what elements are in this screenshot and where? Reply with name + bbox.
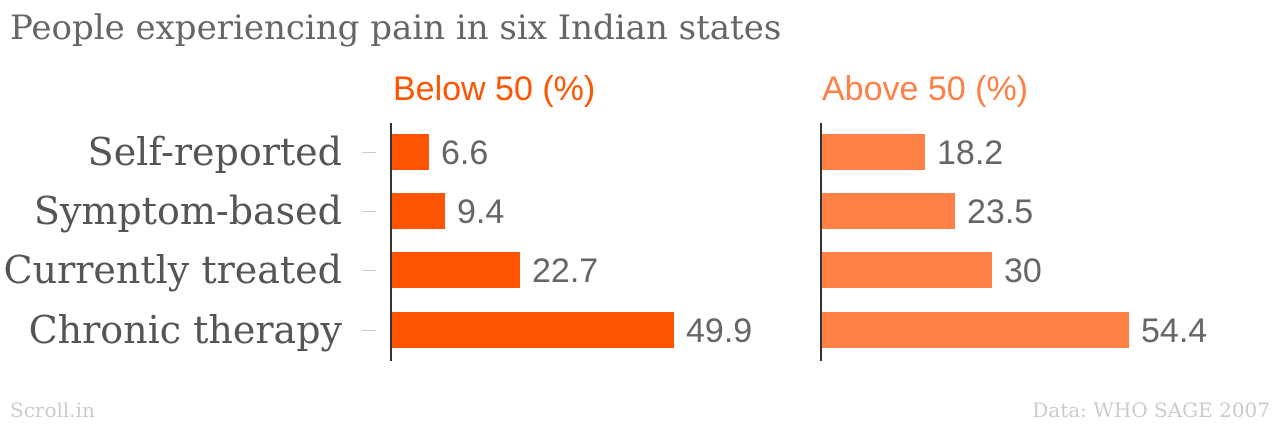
category-tick-chronic-therapy bbox=[362, 330, 376, 331]
category-label-self-reported: Self-reported bbox=[87, 130, 342, 174]
bar-value-series0-chronic-therapy: 49.9 bbox=[686, 312, 753, 350]
bar-value-series1-symptom-based: 23.5 bbox=[967, 193, 1034, 231]
bar-value-series1-self-reported: 18.2 bbox=[937, 134, 1004, 172]
axis-line-below-50 bbox=[390, 123, 392, 361]
bar-value-series0-self-reported: 6.6 bbox=[441, 134, 489, 172]
panel-title-below-50: Below 50 (%) bbox=[393, 70, 596, 108]
chart-title: People experiencing pain in six Indian s… bbox=[10, 8, 782, 48]
bar-value-series0-currently-treated: 22.7 bbox=[532, 252, 599, 290]
bar-series1-chronic-therapy bbox=[822, 312, 1129, 348]
bar-value-series1-currently-treated: 30 bbox=[1004, 252, 1042, 290]
category-label-chronic-therapy: Chronic therapy bbox=[28, 308, 342, 352]
source-brand: Scroll.in bbox=[10, 398, 95, 422]
bar-series0-self-reported bbox=[392, 134, 429, 170]
axis-line-above-50 bbox=[820, 123, 822, 361]
bar-series1-symptom-based bbox=[822, 193, 955, 229]
bar-series1-self-reported bbox=[822, 134, 925, 170]
bar-series0-symptom-based bbox=[392, 193, 445, 229]
bar-series0-currently-treated bbox=[392, 252, 520, 288]
bar-value-series1-chronic-therapy: 54.4 bbox=[1141, 312, 1208, 350]
category-tick-currently-treated bbox=[362, 270, 376, 271]
category-tick-symptom-based bbox=[362, 211, 376, 212]
bar-value-series0-symptom-based: 9.4 bbox=[457, 193, 505, 231]
bar-series1-currently-treated bbox=[822, 252, 992, 288]
category-tick-self-reported bbox=[362, 152, 376, 153]
panel-title-above-50: Above 50 (%) bbox=[822, 70, 1028, 108]
data-source: Data: WHO SAGE 2007 bbox=[1032, 398, 1270, 422]
category-label-symptom-based: Symptom-based bbox=[33, 189, 342, 233]
bar-series0-chronic-therapy bbox=[392, 312, 674, 348]
category-label-currently-treated: Currently treated bbox=[3, 248, 342, 292]
